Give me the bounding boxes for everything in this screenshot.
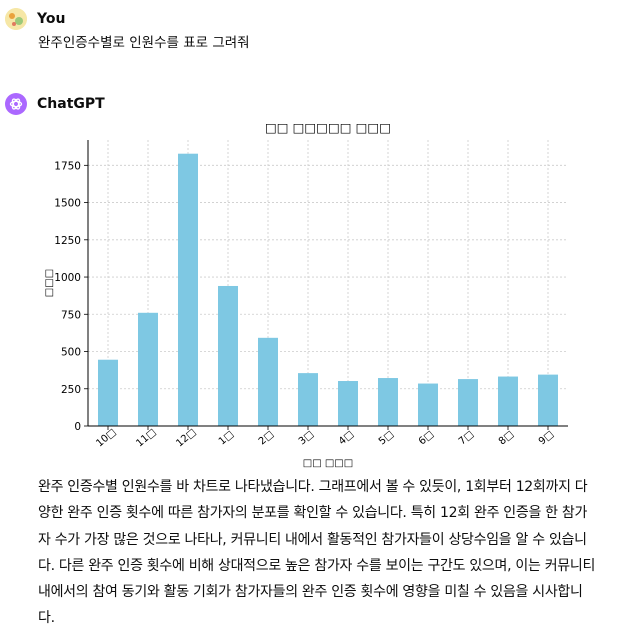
y-tick-label: 750	[61, 309, 81, 321]
x-tick-label: 8□	[497, 429, 516, 448]
bar	[218, 285, 238, 426]
bar-chart-svg: 0 250 500 750 1000 1250 1500 1750 10□ 11□ 12□ 1□ 2□ 3…	[44, 120, 568, 469]
x-tick-label: 4□	[337, 429, 356, 448]
user-avatar	[5, 8, 27, 30]
bar	[258, 337, 278, 426]
x-tick-label: 1□	[217, 429, 236, 448]
bar	[178, 153, 198, 426]
x-tick-label: 2□	[257, 429, 276, 448]
y-tick-label: 1500	[54, 198, 81, 210]
x-tick-label: 5□	[377, 429, 396, 448]
user-message-header: You	[5, 8, 65, 30]
bar	[458, 379, 478, 426]
assistant-message-header: ChatGPT	[5, 93, 105, 115]
bar	[338, 381, 358, 426]
x-tick-label: 11□	[134, 427, 158, 450]
x-tick-label: 9□	[537, 429, 556, 448]
bar	[538, 374, 558, 426]
assistant-response-text: 완주 인증수별 인원수를 바 차트로 나타냈습니다. 그래프에서 볼 수 있듯이…	[38, 479, 596, 627]
y-tick-label: 1000	[54, 272, 81, 284]
y-tick-label: 1250	[54, 235, 81, 247]
y-tick-label: 250	[61, 384, 81, 396]
bar-chart: 0 250 500 750 1000 1250 1500 1750 10□ 11□ 12□ 1□ 2□ 3…	[30, 112, 590, 472]
y-tick-label: 0	[74, 421, 81, 433]
bar	[98, 359, 118, 426]
openai-logo-icon	[9, 98, 23, 110]
x-tick-label: 10□	[94, 427, 118, 450]
bar	[298, 373, 318, 426]
user-avatar-icon	[5, 8, 27, 30]
x-tick-label: 12□	[174, 427, 198, 450]
x-axis-label: □□ □□□	[303, 458, 353, 469]
chatgpt-avatar	[5, 93, 27, 115]
assistant-name: ChatGPT	[37, 96, 105, 112]
bar	[378, 378, 398, 426]
y-tick-label: 1750	[54, 160, 81, 172]
bar	[418, 383, 438, 426]
bar	[138, 312, 158, 426]
x-tick-label: 3□	[297, 429, 316, 448]
y-axis-label: □□□	[44, 269, 55, 297]
chart-title: □□ □□□□□ □□□	[265, 120, 391, 135]
x-tick-label: 7□	[457, 429, 476, 448]
user-name: You	[37, 11, 66, 27]
user-message-text: 완주인증수별로 인원수를 표로 그려줘	[38, 35, 250, 51]
x-tick-label: 6□	[417, 429, 436, 448]
bar	[498, 376, 518, 426]
y-tick-label: 500	[61, 347, 81, 359]
